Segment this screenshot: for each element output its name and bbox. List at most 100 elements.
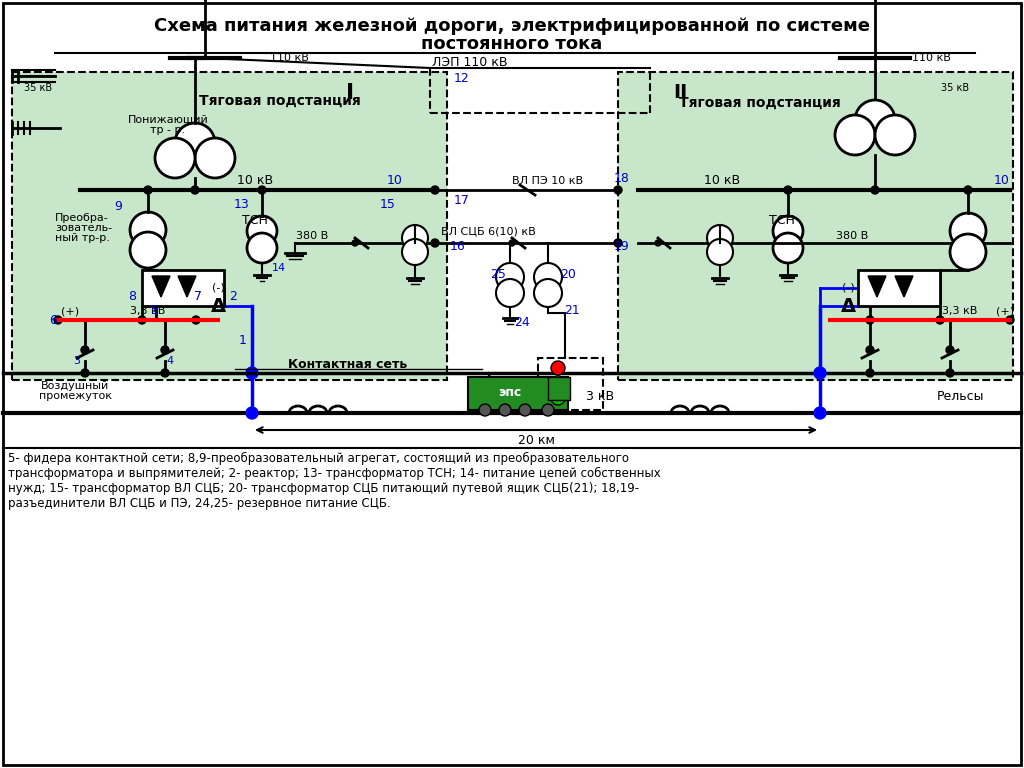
Text: Δ: Δ: [211, 296, 225, 316]
Text: ЛЭП 110 кВ: ЛЭП 110 кВ: [432, 55, 508, 68]
Circle shape: [193, 316, 200, 324]
Text: 19: 19: [614, 240, 630, 253]
Circle shape: [655, 240, 662, 246]
Circle shape: [519, 404, 531, 416]
Circle shape: [950, 213, 986, 249]
Text: Преобра-: Преобра-: [55, 213, 109, 223]
Circle shape: [814, 407, 826, 419]
Text: 21: 21: [564, 303, 580, 316]
Text: 10 кВ: 10 кВ: [237, 174, 273, 187]
Circle shape: [191, 186, 199, 194]
Polygon shape: [152, 276, 170, 297]
Text: 110 кВ: 110 кВ: [270, 53, 309, 63]
Circle shape: [496, 263, 524, 291]
Circle shape: [835, 115, 874, 155]
Text: 24: 24: [514, 316, 529, 329]
Circle shape: [707, 225, 733, 251]
Circle shape: [155, 138, 195, 178]
Circle shape: [707, 239, 733, 265]
Text: эпс: эпс: [499, 386, 521, 399]
Bar: [858, 270, 940, 306]
Text: зователь-: зователь-: [55, 223, 112, 233]
Text: 3,3 кВ: 3,3 кВ: [942, 306, 978, 316]
Text: ТСН: ТСН: [242, 214, 268, 227]
Text: Тяговая подстанция: Тяговая подстанция: [199, 94, 360, 108]
Circle shape: [614, 186, 622, 194]
Circle shape: [431, 239, 439, 247]
Text: Рельсы: Рельсы: [936, 389, 984, 402]
Circle shape: [247, 216, 278, 246]
Text: 5- фидера контактной сети; 8,9-преобразовательный агрегат, состоящий из преобраз: 5- фидера контактной сети; 8,9-преобразо…: [8, 452, 660, 510]
Circle shape: [874, 115, 915, 155]
Text: ный тр-р.: ный тр-р.: [55, 233, 110, 243]
Circle shape: [161, 369, 169, 377]
Circle shape: [195, 138, 234, 178]
Circle shape: [352, 240, 358, 246]
Circle shape: [964, 186, 972, 194]
Text: 380 В: 380 В: [296, 231, 328, 241]
Text: 10: 10: [994, 174, 1010, 187]
Circle shape: [499, 404, 511, 416]
Bar: [538, 358, 603, 410]
Text: постоянного тока: постоянного тока: [421, 35, 603, 53]
Text: Воздушный: Воздушный: [41, 381, 110, 391]
Circle shape: [871, 186, 879, 194]
Text: 35 кВ: 35 кВ: [24, 83, 52, 93]
Text: Понижающий: Понижающий: [128, 115, 208, 125]
Circle shape: [138, 316, 146, 324]
Circle shape: [551, 376, 565, 390]
Circle shape: [130, 232, 166, 268]
Text: 20 км: 20 км: [517, 435, 555, 448]
Text: (+): (+): [61, 306, 79, 316]
Text: 1: 1: [239, 333, 247, 346]
Circle shape: [551, 391, 565, 405]
Bar: [12, 72, 447, 380]
Text: 8: 8: [128, 290, 136, 303]
Circle shape: [175, 123, 215, 163]
Text: 10: 10: [387, 174, 402, 187]
Text: Контактная сеть: Контактная сеть: [289, 357, 408, 370]
Text: 7: 7: [194, 290, 202, 303]
Text: 18: 18: [614, 171, 630, 184]
Text: Тяговая подстанция: Тяговая подстанция: [679, 96, 841, 110]
Circle shape: [1006, 316, 1014, 324]
Text: 35 кВ: 35 кВ: [941, 83, 969, 93]
Text: 6: 6: [49, 313, 57, 326]
Circle shape: [81, 346, 89, 354]
Circle shape: [54, 316, 62, 324]
Text: 380 В: 380 В: [836, 231, 868, 241]
Text: Δ: Δ: [841, 296, 856, 316]
Circle shape: [402, 225, 428, 251]
Text: 14: 14: [272, 263, 286, 273]
Text: I: I: [346, 83, 354, 103]
Text: промежуток: промежуток: [39, 391, 112, 401]
Text: (-): (-): [842, 283, 854, 293]
Circle shape: [81, 369, 89, 377]
Circle shape: [258, 186, 266, 194]
Circle shape: [130, 212, 166, 248]
Bar: [548, 377, 570, 400]
Text: 16: 16: [451, 240, 466, 253]
Circle shape: [534, 263, 562, 291]
Circle shape: [246, 367, 258, 379]
Circle shape: [496, 279, 524, 307]
Text: 5: 5: [151, 304, 159, 317]
Circle shape: [509, 240, 515, 246]
Polygon shape: [178, 276, 196, 297]
Circle shape: [773, 233, 803, 263]
Circle shape: [855, 100, 895, 140]
Circle shape: [946, 346, 954, 354]
Circle shape: [551, 361, 565, 375]
Circle shape: [161, 346, 169, 354]
Circle shape: [946, 369, 954, 377]
Circle shape: [479, 404, 490, 416]
Text: 4: 4: [167, 356, 173, 366]
Text: (+): (+): [996, 306, 1014, 316]
Circle shape: [773, 216, 803, 246]
Bar: [142, 270, 224, 306]
Bar: [468, 377, 568, 410]
Text: II: II: [673, 84, 687, 102]
Polygon shape: [895, 276, 913, 297]
Circle shape: [866, 316, 874, 324]
Circle shape: [247, 233, 278, 263]
